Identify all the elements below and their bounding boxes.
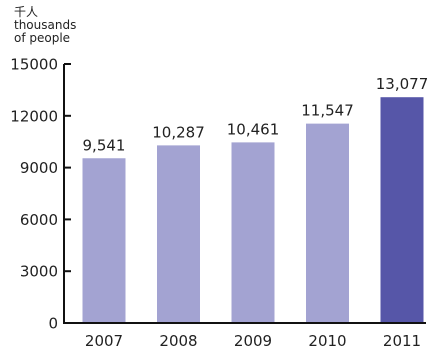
y-tick-label: 15000 xyxy=(10,56,58,74)
y-tick-label: 3000 xyxy=(20,263,58,281)
unit-label-line-3: of people xyxy=(14,31,70,45)
bar-value-label: 9,541 xyxy=(83,136,126,154)
bar-value-label: 10,461 xyxy=(227,120,280,138)
bar-value-label: 13,077 xyxy=(376,75,429,93)
bar xyxy=(157,145,200,323)
y-tick-label: 9000 xyxy=(20,159,58,177)
bar-value-label: 10,287 xyxy=(152,123,205,141)
x-category-label: 2010 xyxy=(308,332,346,350)
bars-group: 9,541 10,287 10,461 11,547 13,077 xyxy=(82,75,429,324)
x-axis: 2007 2008 2009 2010 2011 xyxy=(63,322,426,350)
x-category-label: 2008 xyxy=(159,332,197,350)
bar xyxy=(231,142,275,323)
y-axis: 0 3000 6000 9000 12000 15000 xyxy=(10,56,71,333)
unit-label-line-2: thousands xyxy=(14,18,76,32)
bar-value-label: 11,547 xyxy=(301,102,354,120)
y-tick-label: 0 xyxy=(48,315,58,333)
bar xyxy=(82,158,126,323)
x-category-label: 2007 xyxy=(85,332,123,350)
x-category-label: 2009 xyxy=(234,332,272,350)
y-tick-label: 12000 xyxy=(10,107,58,125)
y-axis-unit-label: 千人 thousands of people xyxy=(14,5,76,45)
bar xyxy=(306,123,349,324)
y-tick-label: 6000 xyxy=(20,211,58,229)
x-category-label: 2011 xyxy=(383,332,421,350)
unit-label-line-1: 千人 xyxy=(14,5,38,19)
bar xyxy=(380,97,424,323)
